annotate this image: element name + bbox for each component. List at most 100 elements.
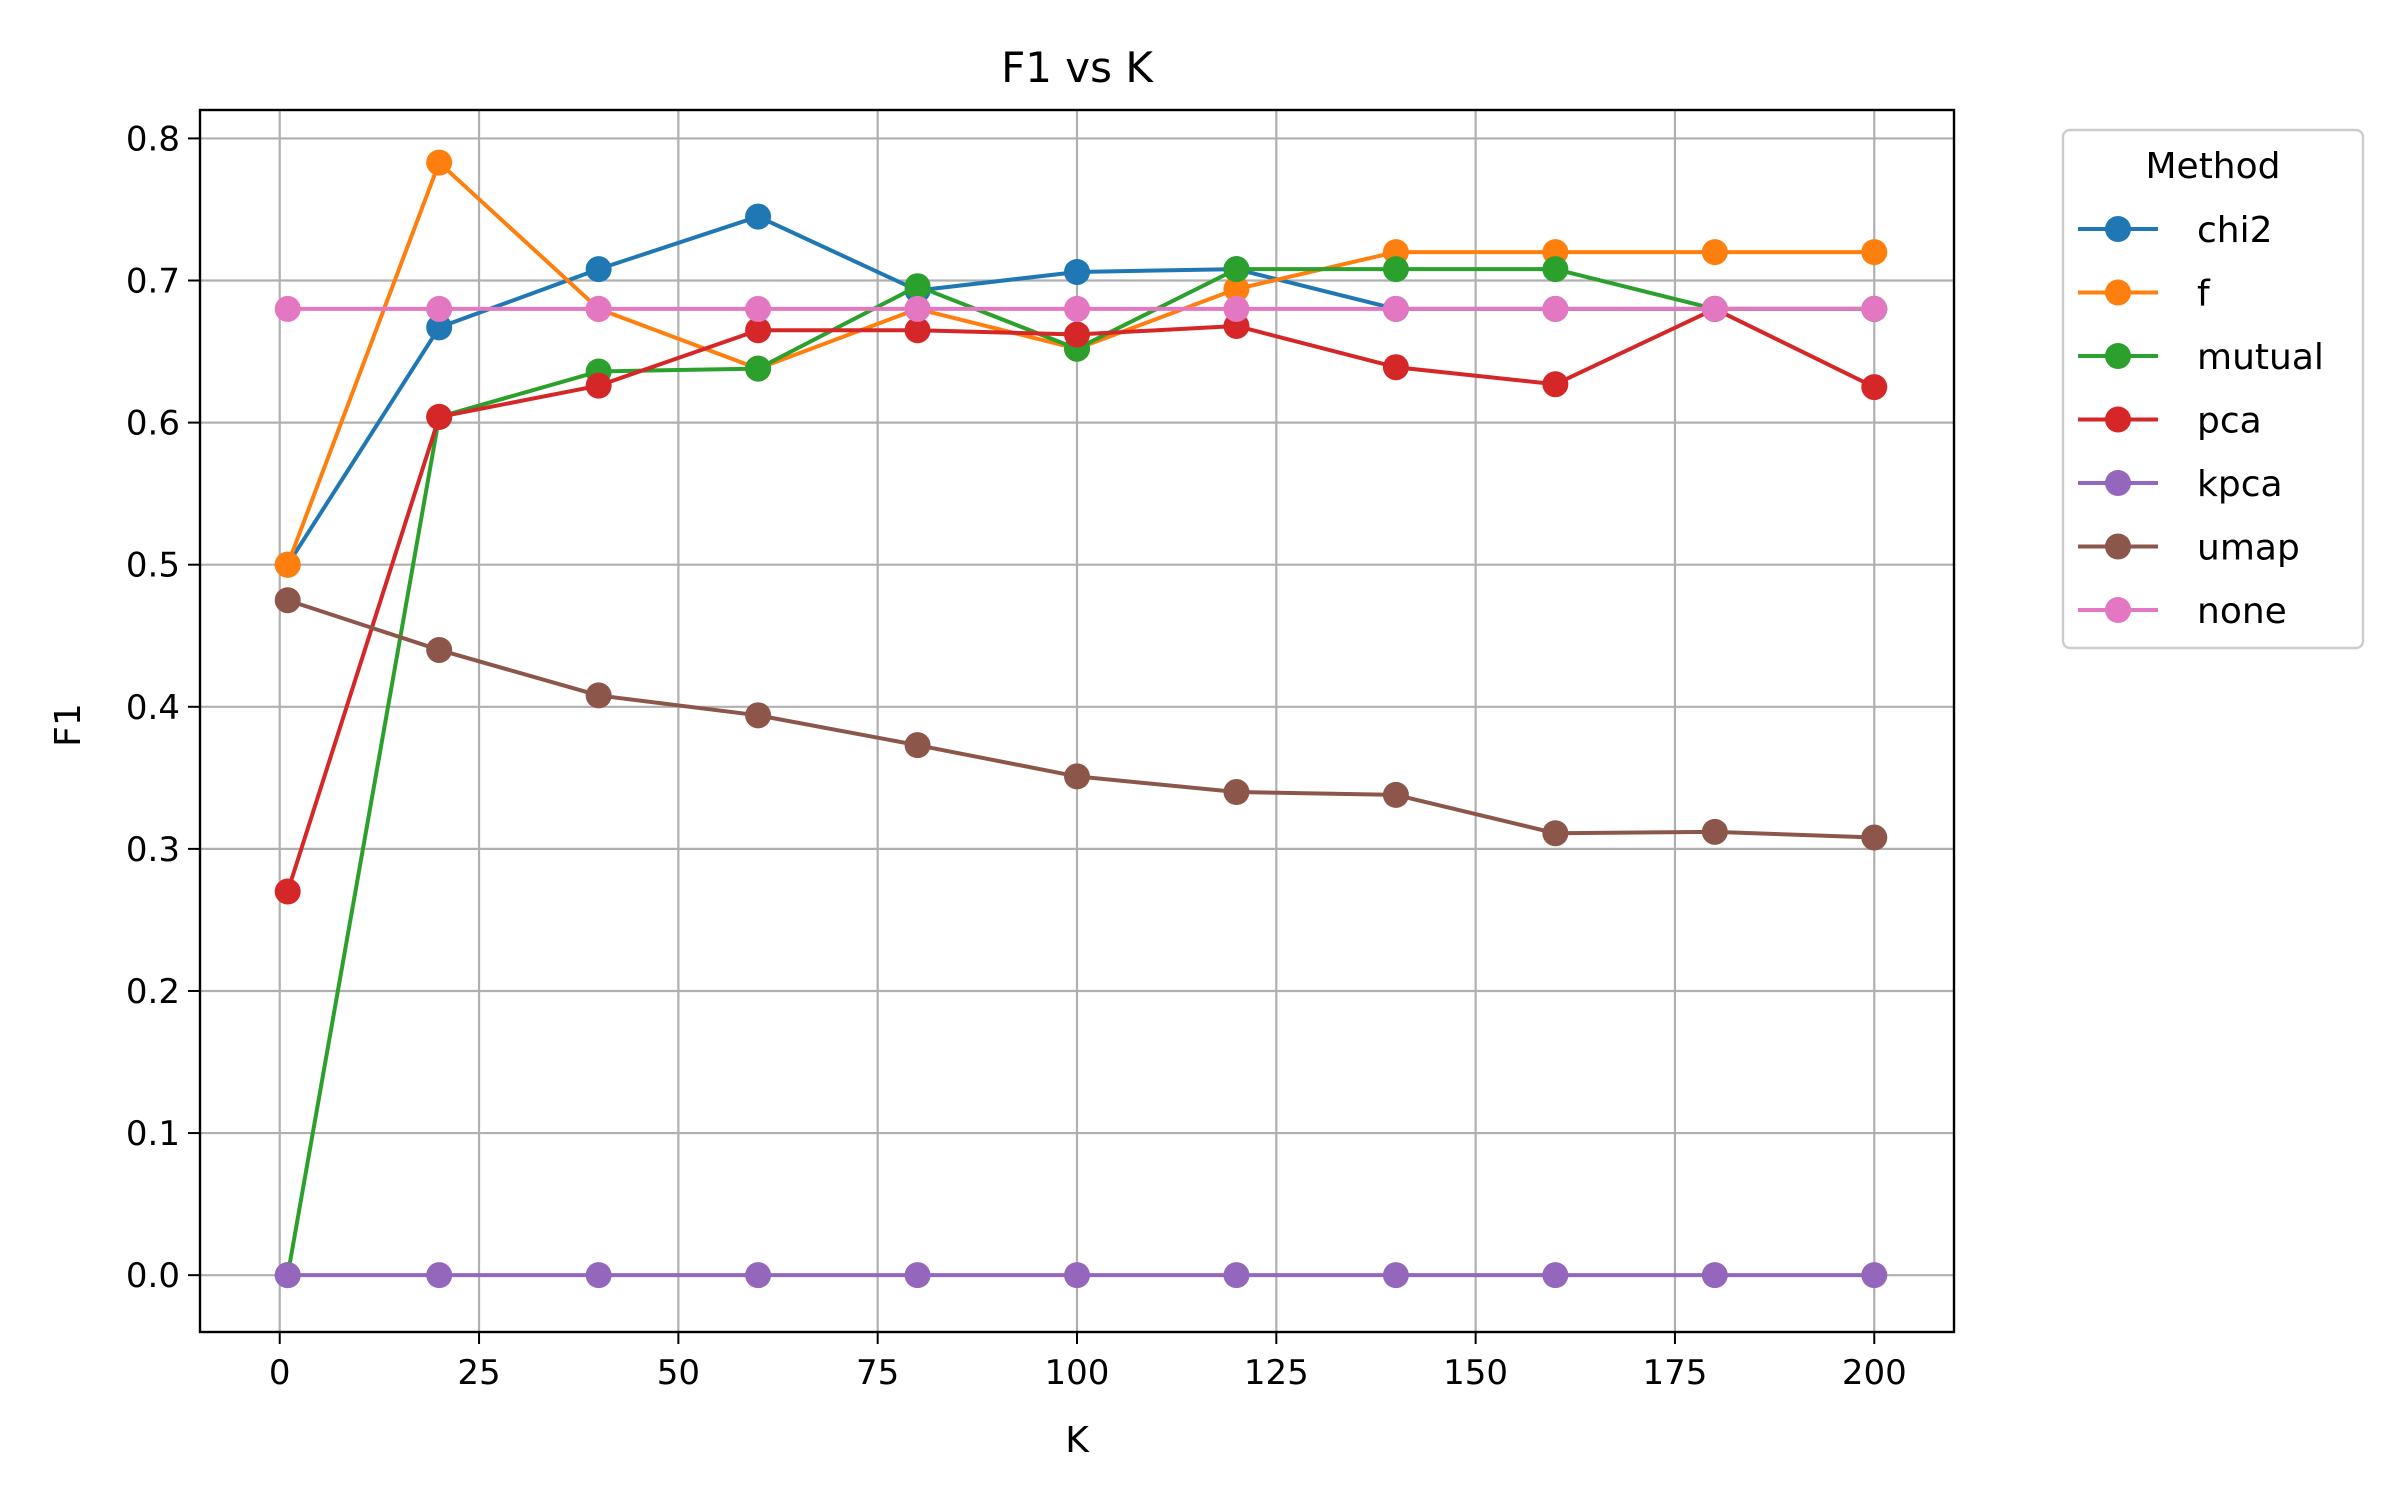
x-tick-label: 150 [1443, 1353, 1508, 1393]
series-layer [274, 149, 1888, 1289]
data-point-pca [904, 317, 931, 344]
legend-item-f: f [2078, 274, 2211, 315]
y-tick-label: 0.7 [126, 262, 180, 302]
data-point-none [745, 295, 772, 322]
x-tick-label: 25 [457, 1353, 500, 1393]
data-point-umap [1223, 779, 1250, 806]
data-point-kpca [1542, 1262, 1569, 1289]
data-point-kpca [745, 1262, 772, 1289]
data-point-umap [1382, 781, 1409, 808]
data-point-umap [426, 636, 453, 663]
legend-marker-umap [2105, 533, 2131, 560]
series-umap [274, 587, 1888, 851]
legend-label-none: none [2197, 591, 2287, 632]
data-point-pca [426, 403, 453, 430]
legend-title: Method [2145, 146, 2280, 187]
data-point-none [1701, 295, 1728, 322]
x-tick-label: 0 [269, 1353, 291, 1393]
y-tick-label: 0.4 [126, 688, 180, 728]
legend-marker-f [2105, 279, 2131, 306]
data-point-pca [1064, 321, 1090, 348]
data-point-kpca [1861, 1262, 1888, 1289]
data-point-pca [1861, 374, 1888, 401]
y-axis-ticks: 0.0 0.1 0.2 0.3 0.4 0.5 0.6 0.7 0.8 [126, 119, 200, 1296]
data-point-none [1064, 295, 1090, 322]
legend: Method chi2 f mutual pca kpca umap none [2061, 128, 2365, 650]
data-point-none [426, 295, 453, 322]
x-axis-ticks: 0 25 50 75 100 125 150 175 200 [269, 1332, 1907, 1393]
data-point-kpca [1223, 1262, 1250, 1289]
legend-marker-none [2105, 597, 2131, 623]
series-pca [274, 295, 1888, 905]
legend-item-pca: pca [2078, 401, 2262, 442]
legend-items: chi2 f mutual pca kpca umap none [2078, 210, 2324, 632]
legend-marker-kpca [2105, 470, 2131, 496]
data-point-none [1223, 295, 1250, 322]
legend-item-none: none [2078, 591, 2287, 632]
legend-label-kpca: kpca [2197, 464, 2283, 505]
y-tick-label: 0.2 [126, 972, 180, 1012]
data-point-none [585, 295, 612, 322]
data-point-chi2 [745, 203, 772, 230]
x-tick-label: 75 [856, 1353, 899, 1393]
legend-item-umap: umap [2078, 528, 2300, 569]
data-point-mutual [1382, 256, 1409, 283]
data-point-none [1542, 295, 1569, 322]
data-point-none [1382, 295, 1409, 322]
data-point-umap [585, 682, 612, 709]
data-point-kpca [904, 1262, 931, 1289]
legend-item-mutual: mutual [2078, 337, 2324, 378]
legend-item-kpca: kpca [2078, 464, 2283, 505]
data-point-f [274, 551, 301, 578]
data-point-kpca [1701, 1262, 1728, 1289]
data-point-pca [585, 372, 612, 399]
x-tick-label: 50 [657, 1353, 700, 1393]
series-kpca [274, 1262, 1888, 1289]
y-tick-label: 0.1 [126, 1114, 180, 1154]
y-tick-label: 0.8 [126, 119, 180, 159]
data-point-chi2 [585, 256, 612, 283]
data-point-kpca [426, 1262, 453, 1289]
legend-item-chi2: chi2 [2078, 210, 2273, 251]
data-point-umap [745, 702, 772, 729]
y-axis-title: F1 [48, 703, 89, 747]
x-tick-label: 175 [1643, 1353, 1708, 1393]
data-point-mutual [745, 355, 772, 382]
data-point-f [1223, 276, 1250, 303]
y-tick-label: 0.6 [126, 404, 180, 444]
data-point-chi2 [426, 314, 453, 341]
data-point-kpca [585, 1262, 612, 1289]
legend-label-pca: pca [2197, 401, 2262, 442]
data-point-umap [1542, 820, 1569, 847]
data-point-umap [1861, 824, 1888, 851]
legend-marker-mutual [2105, 343, 2131, 369]
x-axis-title: K [1065, 1420, 1090, 1461]
y-tick-label: 0.3 [126, 830, 180, 870]
data-point-f [1861, 239, 1888, 266]
data-point-mutual [1223, 256, 1250, 283]
x-tick-label: 125 [1244, 1353, 1309, 1393]
legend-label-f: f [2197, 274, 2211, 315]
data-point-chi2 [1064, 258, 1090, 285]
series-none [274, 295, 1888, 322]
y-tick-label: 0.0 [126, 1256, 180, 1296]
legend-label-chi2: chi2 [2197, 210, 2273, 251]
legend-marker-chi2 [2105, 216, 2131, 242]
data-point-kpca [274, 1262, 301, 1289]
data-point-pca [745, 317, 772, 344]
data-point-kpca [1064, 1262, 1090, 1289]
data-point-none [904, 295, 931, 322]
data-point-none [274, 295, 301, 322]
data-point-umap [1701, 818, 1728, 845]
legend-box [2061, 128, 2365, 650]
data-point-pca [274, 878, 301, 905]
data-point-umap [904, 732, 931, 759]
legend-marker-pca [2105, 406, 2131, 433]
y-tick-label: 0.5 [126, 546, 180, 586]
data-point-umap [274, 587, 301, 614]
data-point-pca [1382, 354, 1409, 381]
data-point-kpca [1382, 1262, 1409, 1289]
x-tick-label: 200 [1842, 1353, 1907, 1393]
